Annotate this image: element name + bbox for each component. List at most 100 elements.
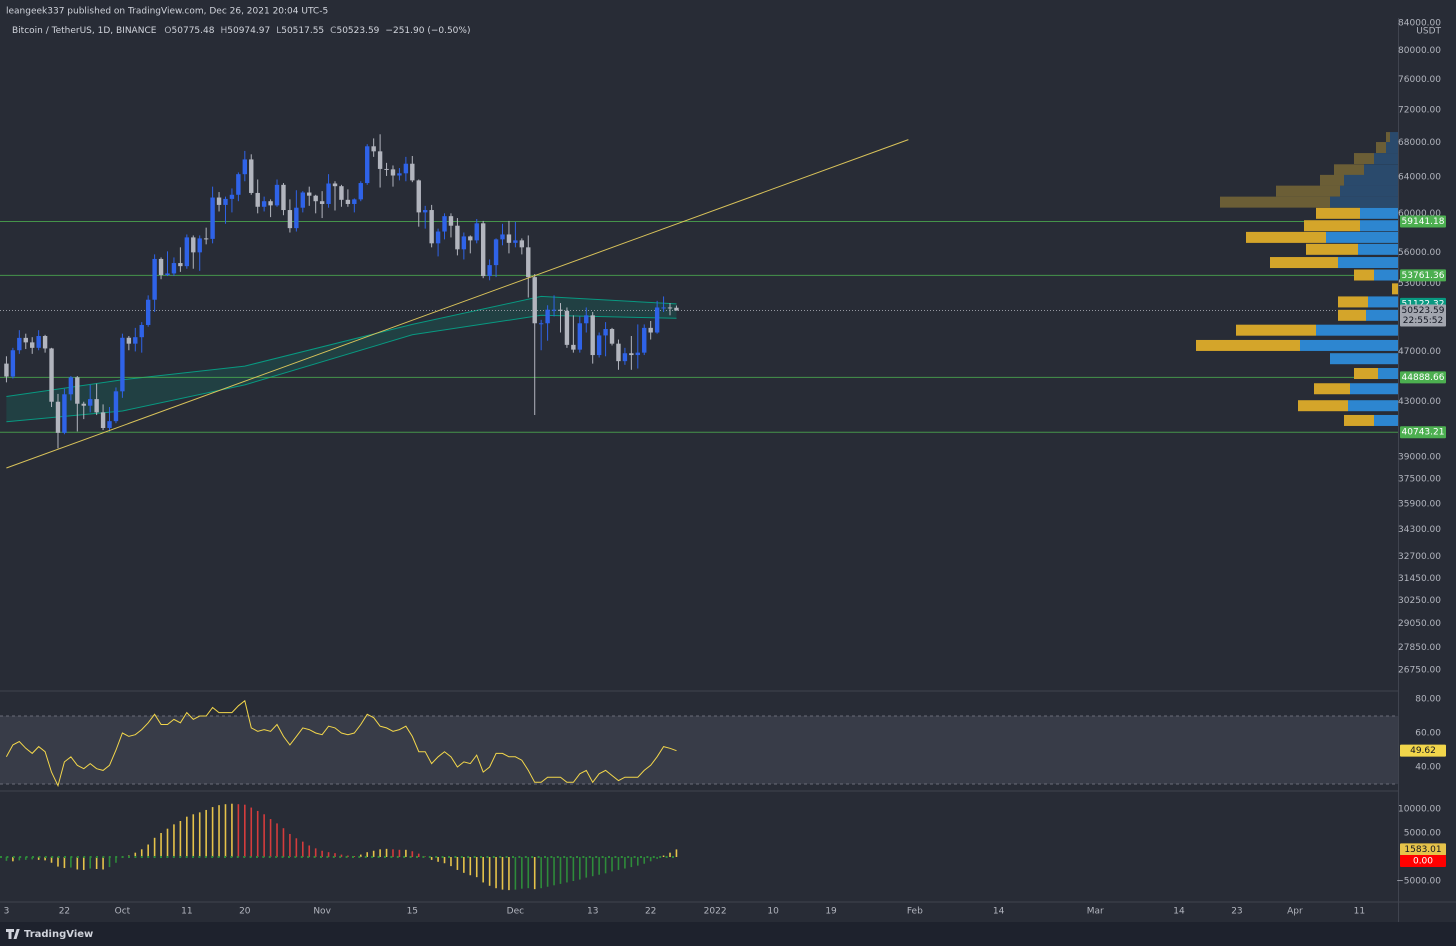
- rsi-tick-label: 60.00: [1415, 729, 1441, 739]
- price-tag: [1400, 215, 1446, 228]
- candle-body: [642, 327, 647, 353]
- candle-body: [596, 335, 602, 356]
- candle-body: [365, 146, 370, 184]
- candle-body: [287, 210, 293, 229]
- x-tick-label: 14: [1173, 907, 1185, 917]
- candle-body: [526, 247, 531, 278]
- candle-body: [100, 412, 106, 428]
- candle-body: [584, 315, 589, 324]
- candle-body: [551, 309, 557, 311]
- ohlc-label: L: [276, 26, 281, 36]
- footer-bar: [0, 922, 1456, 946]
- volume-profile-bar: [1386, 132, 1390, 144]
- ribbon-fill: [6, 296, 677, 422]
- y-tick-label: 53000.00: [1398, 279, 1441, 289]
- candle-body: [455, 225, 460, 250]
- x-tick-label: 14: [993, 907, 1005, 917]
- y-tick-label: 29050.00: [1398, 619, 1441, 629]
- price-tag: [1400, 854, 1446, 867]
- x-tick-label: 10: [767, 907, 779, 917]
- volume-profile-bar: [1326, 231, 1398, 243]
- candle-body: [622, 353, 628, 362]
- y-tick-label: 80000.00: [1398, 46, 1441, 56]
- candle-body: [274, 184, 280, 206]
- volume-profile-bar: [1236, 324, 1316, 336]
- rsi-tick-label: 80.00: [1415, 694, 1441, 704]
- symbol: Bitcoin / TetherUS, 1D, BINANCE: [12, 26, 157, 36]
- x-tick-label: 22: [645, 907, 656, 917]
- candle-body: [307, 192, 312, 196]
- price-tag: [1400, 843, 1446, 856]
- x-tick-label: Oct: [115, 907, 131, 917]
- candle-body: [648, 327, 653, 333]
- y-tick-label: 56000.00: [1398, 248, 1441, 258]
- currency: USDT: [1416, 27, 1441, 37]
- candle-body: [261, 201, 267, 207]
- candle-body: [75, 377, 80, 404]
- candle-body: [616, 343, 621, 362]
- candle-body: [629, 353, 634, 356]
- candle-body: [133, 337, 138, 344]
- candle-body: [332, 183, 338, 187]
- x-tick-label: 20: [239, 907, 251, 917]
- price-tag-label: 1583.01: [1404, 845, 1441, 855]
- candle-body: [281, 184, 286, 211]
- y-tick-label: 47000.00: [1398, 347, 1441, 357]
- candle-body: [210, 197, 215, 239]
- candle-body: [113, 391, 119, 422]
- volume-profile-bar: [1344, 414, 1374, 426]
- y-tick-label: 34300.00: [1398, 525, 1441, 535]
- rsi-line: [5, 699, 677, 788]
- countdown: 22:55:52: [1403, 316, 1443, 326]
- volume-profile-bar: [1390, 132, 1398, 144]
- candle-body: [255, 192, 260, 207]
- candle-body: [577, 323, 583, 350]
- volume-profile-bar: [1246, 231, 1326, 243]
- candle-body: [661, 307, 666, 309]
- volume-profile-bar: [1354, 153, 1374, 165]
- candle-body: [674, 307, 679, 311]
- y-tick-label: 60000.00: [1398, 209, 1441, 219]
- candle-body: [229, 194, 235, 199]
- volume-profile-bar: [1298, 400, 1348, 412]
- volume-profile-bar: [1376, 142, 1386, 154]
- candle-body: [506, 234, 512, 243]
- x-tick-label: 13: [587, 907, 598, 917]
- volume-profile-bar: [1366, 309, 1398, 321]
- candle-body: [532, 277, 537, 324]
- volume-profile-bar: [1378, 368, 1398, 380]
- price-tag: [1400, 744, 1446, 757]
- candle-body: [410, 163, 415, 181]
- candle-body: [429, 210, 434, 244]
- ohlc-label: O: [164, 26, 171, 36]
- volume-profile-bar: [1360, 220, 1398, 232]
- candle-body: [590, 315, 595, 356]
- volume-profile-bar: [1368, 296, 1398, 308]
- volume-profile-bar: [1358, 243, 1398, 255]
- volume-profile-bar: [1338, 257, 1398, 269]
- candle-body: [4, 363, 9, 377]
- volume-profile-bar: [1360, 207, 1398, 219]
- candle-body: [10, 350, 16, 377]
- volume-profile-bar: [1316, 207, 1360, 219]
- x-tick-label: Dec: [507, 907, 524, 917]
- x-tick-label: 23: [1231, 907, 1242, 917]
- volume-profile-bar: [1270, 257, 1338, 269]
- candle-body: [223, 198, 228, 205]
- candle-body: [326, 183, 331, 204]
- candle-body: [609, 329, 615, 344]
- candle-body: [667, 307, 673, 309]
- volume-profile-bar: [1354, 269, 1374, 281]
- volume-profile-bar: [1338, 309, 1366, 321]
- ohlc-value: 50974.97: [227, 26, 270, 36]
- candle-body: [158, 258, 164, 276]
- candle-body: [654, 307, 660, 333]
- x-tick-label: 11: [181, 907, 192, 917]
- candle-body: [268, 201, 273, 206]
- candle-body: [384, 168, 389, 170]
- x-tick-label: Nov: [313, 907, 331, 917]
- candle-body: [358, 183, 363, 200]
- volume-profile-bar: [1348, 400, 1398, 412]
- y-tick-label: 26750.00: [1398, 666, 1441, 676]
- price-tag: [1400, 304, 1446, 327]
